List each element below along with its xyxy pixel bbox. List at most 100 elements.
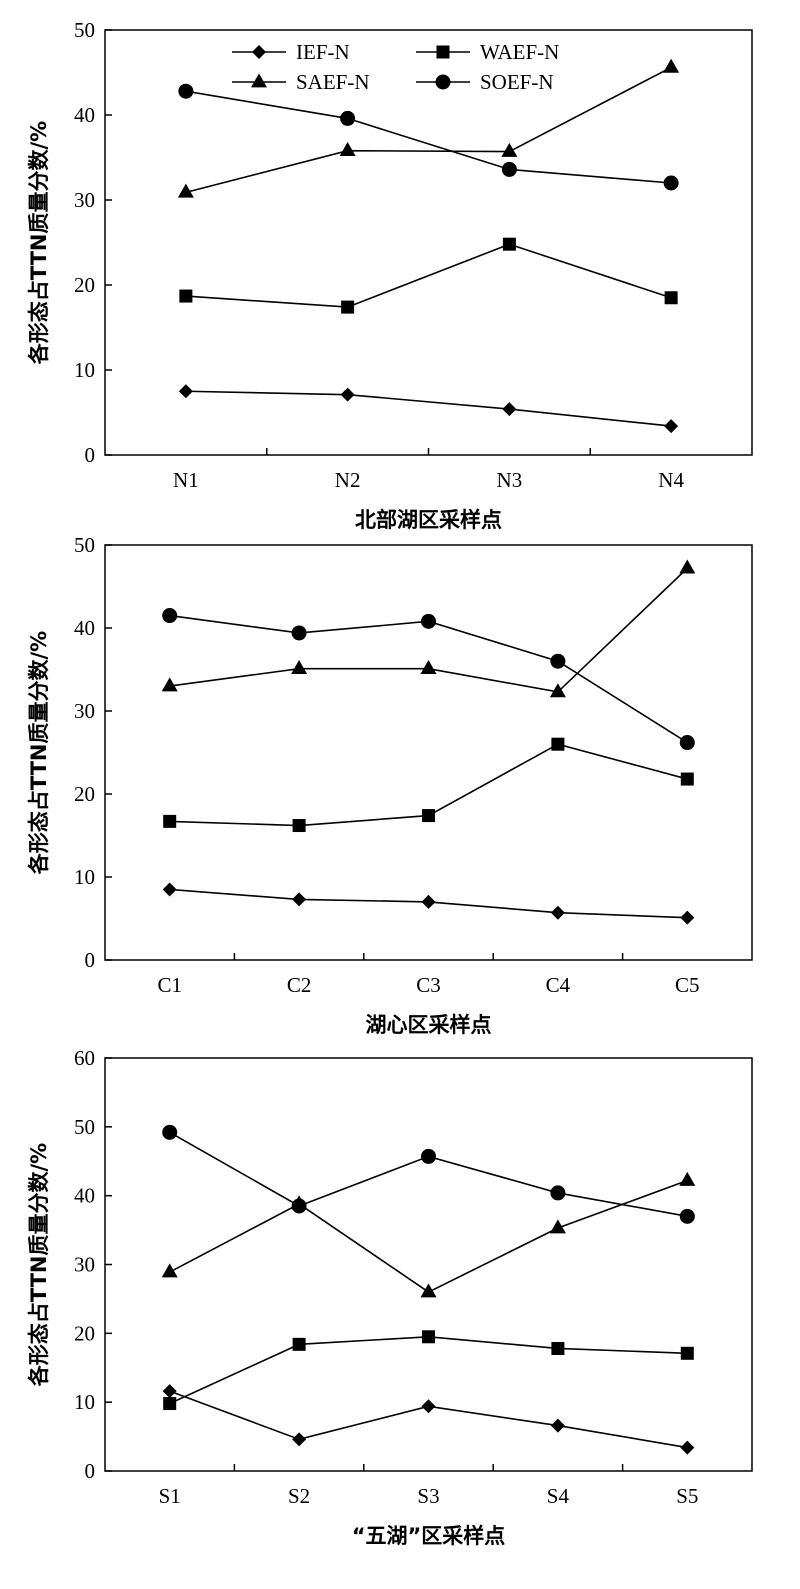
series-SOEF-N	[178, 83, 679, 191]
legend-label: IEF-N	[296, 40, 350, 64]
data-point-diamond	[292, 1432, 307, 1447]
data-point-circle	[178, 83, 194, 99]
series-line	[169, 1179, 688, 1293]
data-point-triangle	[420, 659, 437, 674]
data-point-diamond	[421, 894, 436, 909]
x-tick-label: S4	[547, 1484, 570, 1508]
legend-square-marker	[436, 45, 450, 59]
y-tick-label: 30	[74, 699, 95, 723]
x-tick-label: S1	[159, 1484, 181, 1508]
data-point-square	[422, 1330, 435, 1344]
data-point-circle	[550, 653, 566, 669]
data-point-square	[292, 1337, 306, 1351]
x-tick-label: N2	[335, 468, 361, 492]
data-point-diamond	[421, 1399, 436, 1414]
legend-label: WAEF-N	[480, 40, 559, 64]
data-point-square	[551, 1341, 565, 1355]
series-line	[185, 66, 672, 194]
data-point-circle	[291, 1198, 307, 1214]
x-axis-title: “五湖”区采样点	[352, 1524, 506, 1548]
data-point-triangle	[549, 1219, 566, 1234]
legend-item: SOEF-N	[416, 70, 554, 94]
data-point-diamond	[178, 384, 193, 399]
x-tick-label: N3	[497, 468, 523, 492]
data-point-square	[502, 237, 516, 251]
x-tick-label: C4	[546, 973, 571, 997]
data-point-triangle	[177, 183, 194, 198]
data-point-triangle	[339, 142, 356, 157]
data-point-diamond	[550, 905, 565, 920]
legend-triangle-marker	[251, 73, 267, 88]
chart-panel-1: 0 10 20 30 40 50 N1 N2 N3 N4 北部湖区采样点 各形态占TTN质量分数/% I…	[27, 18, 753, 532]
data-point-circle	[501, 161, 517, 177]
series-line	[169, 1131, 688, 1218]
y-axis-title: 各形态占TTN质量分数/%	[27, 1143, 51, 1387]
data-point-triangle	[291, 659, 308, 674]
data-point-triangle	[679, 559, 696, 574]
series-SAEF-N	[177, 58, 680, 198]
series-line	[185, 390, 672, 427]
y-tick-label: 0	[85, 443, 96, 467]
y-axis-title: 各形态占TTN质量分数/%	[27, 631, 51, 875]
y-tick-label: 20	[74, 273, 95, 297]
y-tick-label: 50	[74, 1115, 95, 1139]
y-tick-label: 40	[74, 103, 95, 127]
data-point-circle	[679, 1208, 695, 1224]
data-point-triangle	[663, 58, 680, 73]
data-point-diamond	[680, 910, 695, 925]
legend-label: SOEF-N	[480, 70, 554, 94]
data-point-circle	[679, 735, 695, 751]
data-point-diamond	[340, 387, 355, 402]
x-tick-label: S5	[676, 1484, 698, 1508]
data-point-triangle	[420, 1283, 437, 1298]
legend: IEF-N WAEF-N SAEF-N SOEF-N	[232, 40, 559, 94]
data-point-diamond	[550, 1418, 565, 1433]
data-point-diamond	[162, 1384, 177, 1399]
legend-circle-marker	[435, 74, 451, 90]
x-tick-label: N4	[658, 468, 684, 492]
data-point-square	[179, 289, 193, 303]
y-tick-label: 0	[85, 1459, 96, 1483]
x-tick-label: C2	[287, 973, 312, 997]
data-point-triangle	[679, 1171, 696, 1186]
series-WAEF-N	[163, 737, 694, 833]
y-tick-label: 60	[74, 1046, 95, 1070]
y-tick-label: 40	[74, 1184, 95, 1208]
series-line	[185, 90, 672, 184]
y-tick-label: 30	[74, 1253, 95, 1277]
data-point-triangle	[161, 677, 178, 692]
plot-frame	[104, 544, 753, 961]
x-tick-label: S3	[417, 1484, 439, 1508]
y-tick-label: 50	[74, 18, 95, 42]
y-tick-label: 0	[85, 948, 96, 972]
data-point-triangle	[549, 683, 566, 698]
chart-panel-3: 0 10 20 30 40 50 60 S1 S2 S3 S4 S5 “五湖”区采样点 各形态占TTN质量…	[27, 1046, 753, 1548]
y-tick-label: 20	[74, 1321, 95, 1345]
chart-panel-2: 0 10 20 30 40 50 C1 C2 C3 C4 C5 湖心区采样点 各形态占TTN质量分数/%	[27, 533, 753, 1037]
legend-item: SAEF-N	[232, 70, 370, 94]
series-SAEF-N	[161, 559, 696, 698]
x-tick-label: S2	[288, 1484, 310, 1508]
legend-diamond-marker	[252, 45, 266, 59]
data-point-square	[163, 814, 177, 828]
y-tick-label: 10	[74, 865, 95, 889]
x-axis-title: 北部湖区采样点	[355, 508, 502, 532]
legend-item: IEF-N	[232, 40, 350, 64]
x-tick-label: C1	[157, 973, 182, 997]
data-point-square	[680, 772, 694, 786]
y-tick-label: 40	[74, 616, 95, 640]
series-IEF-N	[162, 882, 695, 925]
y-axis-title: 各形态占TTN质量分数/%	[27, 121, 51, 365]
series-SOEF-N	[162, 608, 695, 751]
data-point-circle	[291, 625, 307, 641]
data-point-circle	[162, 608, 178, 624]
y-tick-label: 30	[74, 188, 95, 212]
series-line	[169, 614, 688, 744]
series-IEF-N	[178, 384, 679, 434]
x-tick-label: N1	[173, 468, 199, 492]
data-point-circle	[162, 1124, 178, 1140]
x-tick-label: C3	[416, 973, 441, 997]
series-line	[169, 1335, 688, 1405]
series-WAEF-N	[163, 1330, 694, 1411]
